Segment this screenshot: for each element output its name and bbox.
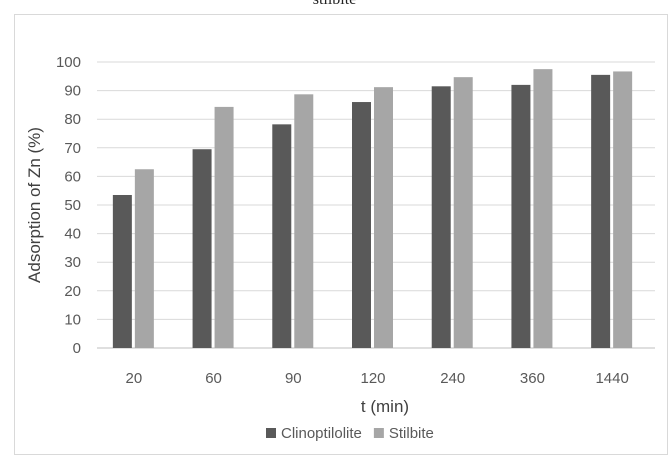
bar-clinoptilolite (431, 86, 451, 348)
bar-stilbite (134, 169, 154, 348)
chart-caption-text: stilbite (0, 0, 669, 9)
bar-clinoptilolite (352, 102, 371, 348)
x-tick-label: 60 (205, 370, 222, 387)
bars (112, 69, 633, 349)
y-tick-label: 60 (64, 168, 81, 185)
bar-clinoptilolite (112, 194, 132, 348)
bar-stilbite (453, 77, 473, 349)
x-axis-title: t (min) (361, 397, 409, 416)
y-tick-label: 100 (56, 54, 81, 71)
bar-clinoptilolite (192, 149, 212, 348)
bar-clinoptilolite (591, 74, 611, 349)
y-tick-label: 30 (64, 254, 81, 271)
y-tick-label: 10 (64, 311, 81, 328)
bar-clinoptilolite (511, 84, 531, 348)
x-tick-label: 20 (126, 370, 143, 387)
x-tick-label: 120 (360, 370, 385, 387)
bar-stilbite (533, 69, 553, 349)
x-tick-labels: 20 60 90 120 240 360 1440 (126, 370, 629, 387)
y-tick-label: 70 (64, 140, 81, 157)
legend: Clinoptilolite Stilbite (266, 425, 434, 442)
legend-label: Stilbite (389, 425, 434, 442)
x-tick-label: 360 (520, 370, 545, 387)
legend-swatch (373, 428, 384, 438)
x-tick-label: 1440 (595, 370, 628, 387)
y-tick-label: 20 (64, 283, 81, 300)
legend-swatch (266, 428, 276, 438)
legend-label: Clinoptilolite (281, 425, 362, 442)
y-tick-label: 90 (64, 83, 81, 100)
y-tick-label: 0 (73, 340, 81, 357)
x-tick-label: 90 (285, 370, 302, 387)
x-tick-label: 240 (440, 370, 465, 387)
y-tick-labels: 0 10 20 30 40 50 60 70 80 90 100 (56, 54, 81, 357)
y-tick-label: 50 (64, 197, 81, 214)
y-axis-title: Adsorption of Zn (%) (25, 127, 44, 283)
y-tick-label: 80 (64, 111, 81, 128)
bar-stilbite (613, 71, 633, 349)
bar-stilbite (214, 106, 234, 348)
bar-stilbite (294, 94, 314, 349)
bar-stilbite (374, 87, 393, 348)
y-tick-label: 40 (64, 226, 81, 243)
chart-caption: stilbite (0, 0, 669, 14)
bar-clinoptilolite (272, 124, 292, 349)
